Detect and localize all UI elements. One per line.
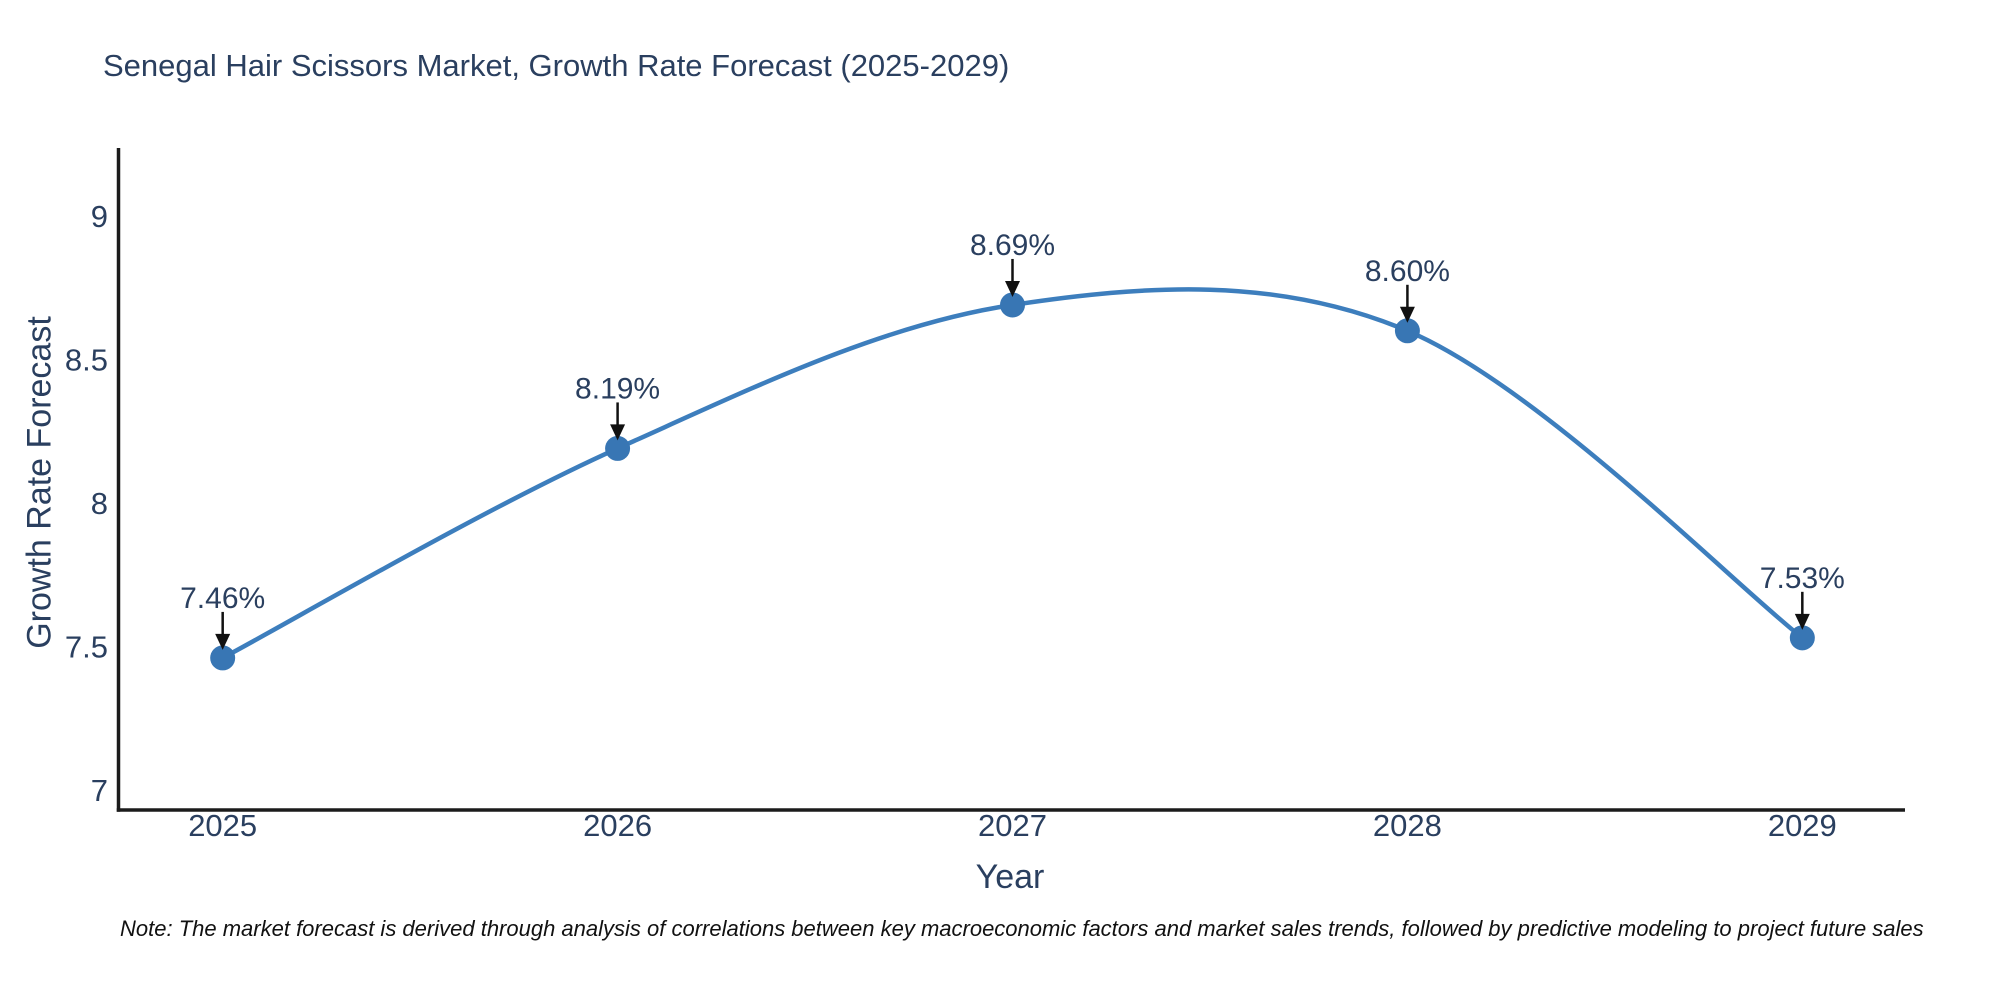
y-tick-label: 7	[91, 773, 108, 808]
annotation-arrow-head	[1005, 280, 1020, 297]
y-tick-label: 7.5	[65, 629, 108, 664]
annotation-arrow-head	[1794, 613, 1810, 630]
x-tick-label: 2027	[978, 808, 1047, 843]
annotation-arrow-head	[610, 424, 626, 441]
chart-title: Senegal Hair Scissors Market, Growth Rat…	[103, 48, 1010, 83]
y-tick-label: 9	[91, 199, 108, 234]
x-tick-label: 2026	[583, 808, 652, 843]
trace-line	[220, 287, 1805, 661]
data-point-label: 8.69%	[970, 229, 1055, 262]
data-point-label: 8.60%	[1365, 255, 1450, 288]
annotation-arrow-head	[215, 633, 231, 650]
y-tick-label: 8.5	[65, 342, 108, 377]
data-point-marker	[605, 435, 631, 461]
x-tick-label: 2029	[1768, 808, 1837, 843]
x-axis-title: Year	[975, 858, 1045, 896]
x-tick-label: 2028	[1373, 808, 1442, 843]
annotation-arrow-head	[1399, 306, 1415, 323]
y-axis-title: Growth Rate Forecast	[20, 316, 59, 649]
data-point-marker	[1394, 318, 1420, 344]
x-tick-label: 2025	[188, 808, 257, 843]
data-point-marker	[1000, 292, 1025, 318]
data-point-marker	[1789, 625, 1815, 651]
data-point-marker	[210, 645, 236, 671]
data-point-label: 7.53%	[1760, 562, 1845, 595]
footnote: Note: The market forecast is derived thr…	[120, 916, 1924, 941]
data-point-label: 8.19%	[575, 372, 660, 405]
data-point-label: 7.46%	[180, 582, 265, 615]
y-tick-label: 8	[91, 486, 108, 521]
